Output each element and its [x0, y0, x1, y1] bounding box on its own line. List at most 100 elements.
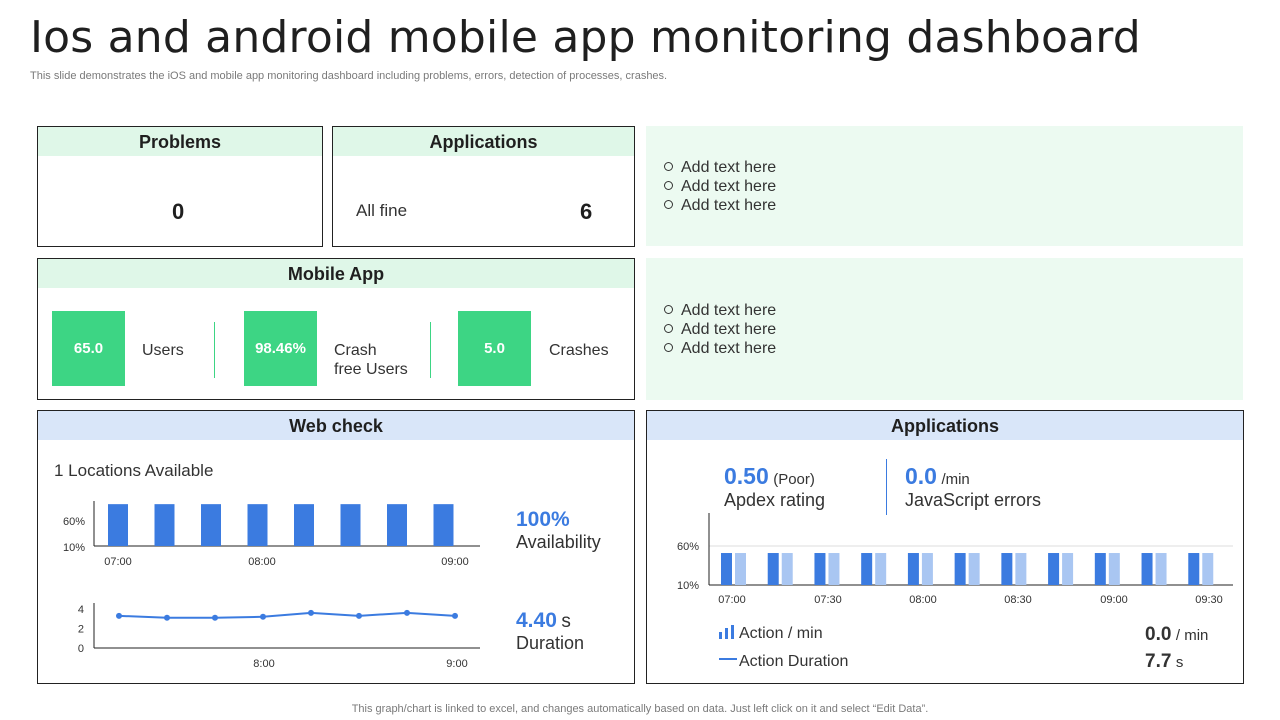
- applications-status: All fine: [356, 201, 408, 220]
- notes-list-top: Add text here Add text here Add text her…: [664, 158, 776, 215]
- action-per-min-value: 0.0: [1145, 624, 1172, 645]
- action-bar-primary[interactable]: [767, 553, 779, 585]
- availability-bar[interactable]: [154, 504, 175, 546]
- bar-chart-icon: [719, 625, 734, 639]
- duration-point[interactable]: [212, 614, 218, 621]
- js-errors-unit: /min: [941, 471, 970, 488]
- y-tick-label: 60%: [677, 541, 699, 553]
- footer-note: This graph/chart is linked to excel, and…: [351, 703, 929, 715]
- x-tick-label: 8:00: [253, 658, 274, 670]
- availability-bar[interactable]: [201, 504, 221, 546]
- availability-bar[interactable]: [340, 504, 361, 546]
- duration-unit: s: [561, 611, 571, 632]
- duration-point[interactable]: [260, 613, 266, 620]
- action-bar-primary[interactable]: [721, 553, 732, 585]
- action-bar-secondary[interactable]: [1108, 553, 1120, 585]
- note-item: Add text here: [664, 177, 776, 196]
- action-bar-secondary[interactable]: [875, 553, 887, 585]
- availability-bar[interactable]: [294, 504, 314, 546]
- x-tick-label: 08:00: [248, 556, 276, 568]
- crashes-tile: 5.0: [458, 311, 531, 386]
- duration-point[interactable]: [308, 609, 314, 616]
- action-bar-secondary[interactable]: [1155, 553, 1167, 585]
- duration-point[interactable]: [116, 612, 122, 619]
- mobile-app-title: Mobile App: [38, 259, 634, 288]
- action-bar-primary[interactable]: [1094, 553, 1106, 585]
- applications-summary-title: Applications: [333, 127, 634, 156]
- y-tick-label: 4: [78, 604, 84, 616]
- action-bar-secondary[interactable]: [735, 553, 746, 585]
- page-title: Ios and android mobile app monitoring da…: [30, 12, 1141, 63]
- action-bar-secondary[interactable]: [1062, 553, 1074, 585]
- legend-action-per-min: Action / min: [719, 625, 823, 643]
- action-duration-unit: s: [1175, 654, 1184, 671]
- action-per-min-metric: 0.0 / min: [1145, 624, 1208, 646]
- action-duration-value: 7.7: [1145, 651, 1172, 672]
- notes-list-middle: Add text here Add text here Add text her…: [664, 301, 776, 358]
- action-bar-secondary[interactable]: [921, 553, 933, 585]
- divider: [886, 459, 887, 515]
- availability-bar[interactable]: [247, 504, 268, 546]
- x-tick-label: 09:00: [1100, 594, 1128, 606]
- action-bar-secondary[interactable]: [1202, 553, 1214, 585]
- problems-count: 0: [172, 199, 185, 224]
- action-bar-secondary[interactable]: [828, 553, 840, 585]
- problems-card[interactable]: Problems 0: [37, 126, 323, 247]
- availability-bar[interactable]: [387, 504, 407, 546]
- y-tick-label: 2: [78, 624, 84, 636]
- availability-bar[interactable]: [433, 504, 454, 546]
- bullet-icon: [664, 343, 673, 352]
- notes-panel-top: Add text here Add text here Add text her…: [646, 126, 1243, 246]
- action-duration-metric: 7.7 s: [1145, 651, 1183, 673]
- apdex-value: 0.50: [724, 463, 769, 489]
- duration-point[interactable]: [404, 609, 410, 616]
- y-tick-label: 60%: [63, 516, 85, 528]
- duration-point[interactable]: [164, 614, 170, 621]
- page-subtitle: This slide demonstrates the iOS and mobi…: [30, 70, 668, 82]
- applications-detail-card[interactable]: Applications 0.50 (Poor) Apdex rating 0.…: [646, 410, 1244, 684]
- applications-detail-title: Applications: [647, 411, 1243, 440]
- web-check-card[interactable]: Web check 1 Locations Available 60% 10% 0…: [37, 410, 635, 684]
- apdex-label: Apdex rating: [724, 490, 826, 510]
- mobile-app-card[interactable]: Mobile App 65.0 Users 98.46% Crash free …: [37, 258, 635, 400]
- action-bar-secondary[interactable]: [781, 553, 793, 585]
- action-bar-primary[interactable]: [861, 553, 873, 585]
- x-tick-label: 07:00: [104, 556, 132, 568]
- duration-value: 4.40: [516, 609, 557, 632]
- divider: [430, 322, 431, 378]
- action-bar-primary[interactable]: [954, 553, 966, 585]
- action-bar-primary[interactable]: [1048, 553, 1060, 585]
- y-tick-label: 10%: [677, 580, 699, 592]
- applications-count: 6: [580, 199, 593, 224]
- note-item: Add text here: [664, 196, 776, 215]
- action-bar-primary[interactable]: [1001, 553, 1013, 585]
- action-bar-primary[interactable]: [1188, 553, 1200, 585]
- bullet-icon: [664, 324, 673, 333]
- availability-bar-chart[interactable]: 60% 10% 07:00 08:00 09:00: [52, 495, 482, 575]
- x-tick-label: 09:30: [1195, 594, 1223, 606]
- action-bar-primary[interactable]: [1141, 553, 1153, 585]
- applications-summary-card[interactable]: Applications All fine 6: [332, 126, 635, 247]
- action-bar-chart[interactable]: 60% 10% 07:00 07:30 08:00 08:30 09:00 09:30: [655, 511, 1235, 611]
- duration-point[interactable]: [356, 612, 362, 619]
- note-item: Add text here: [664, 301, 776, 320]
- duration-point[interactable]: [452, 612, 458, 619]
- users-tile: 65.0: [52, 311, 125, 386]
- bullet-icon: [664, 305, 673, 314]
- js-errors-label: JavaScript errors: [905, 490, 1042, 510]
- action-bar-primary[interactable]: [907, 553, 919, 585]
- x-tick-label: 08:30: [1004, 594, 1032, 606]
- users-label: Users: [142, 342, 184, 359]
- duration-line-chart[interactable]: 4 2 0 8:00 9:00: [52, 601, 482, 671]
- y-tick-label: 0: [78, 643, 84, 655]
- action-bar-secondary[interactable]: [968, 553, 980, 585]
- action-bar-secondary[interactable]: [1015, 553, 1027, 585]
- bullet-icon: [664, 200, 673, 209]
- y-tick-label: 10%: [63, 542, 85, 554]
- availability-bar[interactable]: [108, 504, 128, 546]
- note-item: Add text here: [664, 339, 776, 358]
- action-bar-primary[interactable]: [814, 553, 826, 585]
- bullet-icon: [664, 162, 673, 171]
- crashes-label: Crashes: [549, 342, 609, 359]
- duration-metric: 4.40 s Duration: [516, 609, 584, 654]
